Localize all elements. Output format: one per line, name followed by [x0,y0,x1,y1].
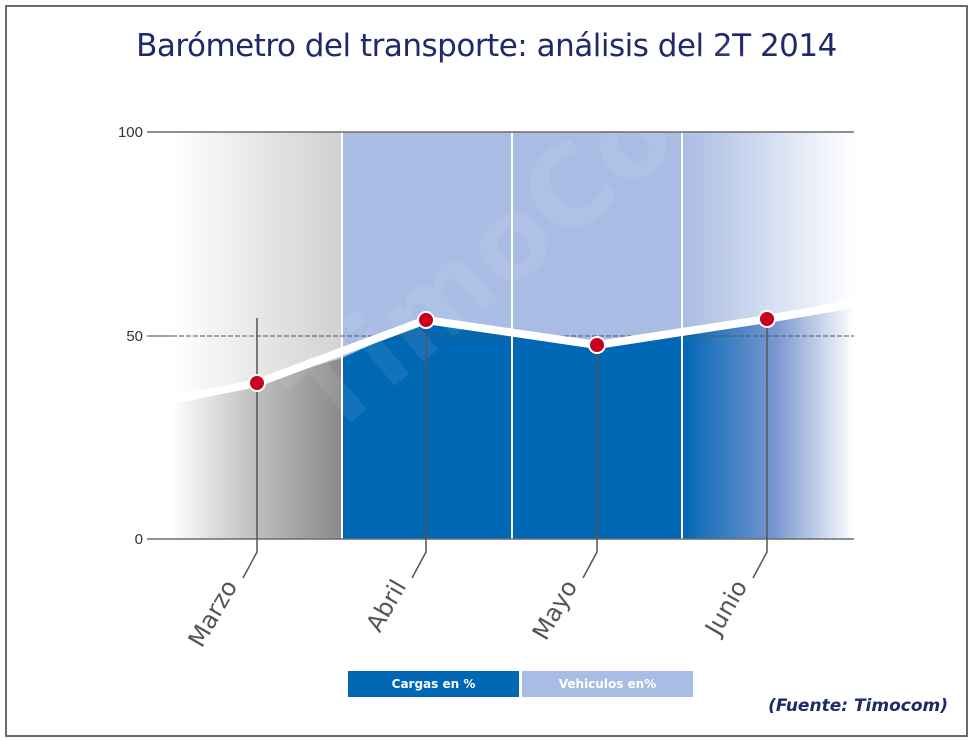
legend-item-cargas: Cargas en % [348,671,519,697]
chart-title: Barómetro del transporte: análisis del 2… [136,28,837,64]
leader-lines [242,318,768,579]
source-note: (Fuente: Timocom) [768,696,948,716]
x-label-marzo: Marzo [183,575,244,652]
marker-abril [417,311,435,329]
x-label-abril: Abril [361,575,413,637]
legend-item-vehiculos: Vehiculos en% [522,671,693,697]
marker-marzo [248,374,266,392]
marker-junio [758,310,776,328]
y-tick-50: 50 [126,328,143,345]
y-tick-100: 100 [118,124,143,141]
y-tick-0: 0 [135,531,143,548]
data-line [171,300,855,404]
chart-legend: Cargas en % Vehiculos en% [348,671,693,697]
marker-mayo [588,336,606,354]
data-markers [248,310,776,392]
x-label-junio: Junio [699,575,754,642]
x-label-mayo: Mayo [527,575,583,645]
